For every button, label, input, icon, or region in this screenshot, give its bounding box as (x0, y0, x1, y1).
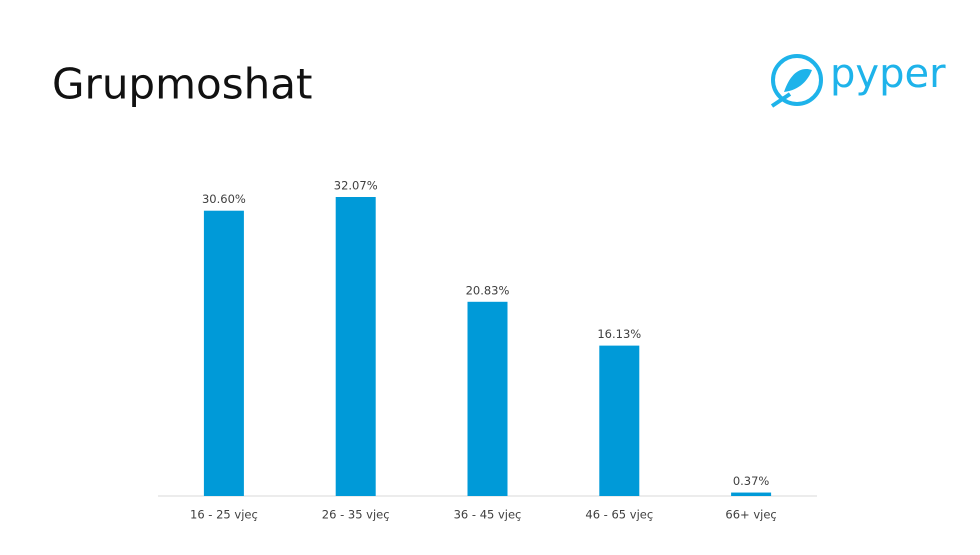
x-tick-label: 66+ vjeç (725, 508, 776, 522)
bar (599, 345, 640, 496)
bar (731, 492, 772, 496)
x-tick-label: 36 - 45 vjeç (454, 508, 522, 522)
x-tick-label: 26 - 35 vjeç (322, 508, 390, 522)
value-label: 32.07% (334, 179, 378, 193)
logo-tail (770, 92, 792, 108)
x-tick-label: 16 - 25 vjeç (190, 508, 258, 522)
bar (467, 301, 508, 496)
logo: pyper (770, 51, 946, 108)
logo-text: pyper (830, 51, 946, 97)
value-label: 30.60% (202, 192, 246, 206)
bar (335, 197, 376, 496)
logo-ring (771, 54, 823, 106)
value-label: 20.83% (466, 283, 510, 297)
slide-title: Grupmoshat (52, 60, 312, 109)
x-tick-label: 46 - 65 vjeç (585, 508, 653, 522)
logo-bird (784, 68, 812, 92)
bar (203, 210, 244, 497)
value-label: 16.13% (597, 327, 641, 341)
value-label: 0.37% (733, 474, 770, 488)
